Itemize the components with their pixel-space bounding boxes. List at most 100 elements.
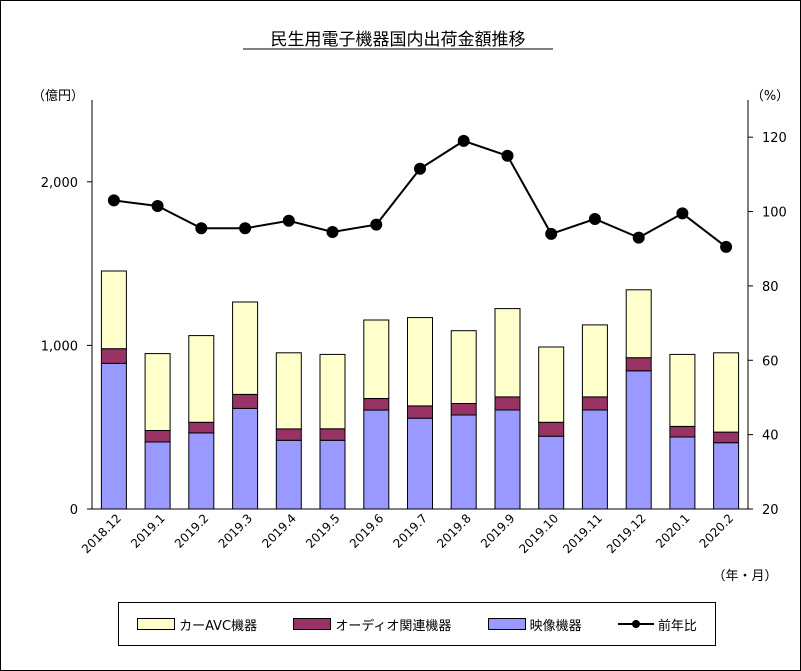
- legend-item-car-avc: カーAVC機器: [137, 615, 257, 634]
- category-label: 2019.4: [259, 511, 299, 551]
- bar-audio: [713, 431, 740, 444]
- bar-video: [494, 409, 521, 510]
- bar-audio: [363, 398, 390, 411]
- bar-car-avc: [450, 330, 477, 405]
- left-tick-label: 0: [70, 503, 78, 518]
- bar-video: [319, 439, 346, 510]
- bar-audio: [625, 357, 652, 372]
- bar-car-avc: [232, 301, 259, 395]
- x-axis-unit: （年・月）: [712, 569, 777, 584]
- legend-label-video: 映像機器: [529, 618, 582, 634]
- bar-car-avc: [188, 335, 215, 423]
- category-label-layer: 2018.12 2019.1 2019.2 2019.3 2019.4 2019.5 201…: [79, 511, 736, 556]
- bar-video: [232, 407, 259, 510]
- category-label: 2020.1: [653, 511, 693, 551]
- bar-audio: [669, 425, 696, 438]
- category-label: 2019.8: [434, 511, 474, 551]
- bar-video: [100, 362, 127, 510]
- bar-audio: [319, 428, 346, 441]
- bar-car-avc: [625, 289, 652, 359]
- bar-audio: [275, 428, 302, 441]
- category-label: 2020.2: [697, 511, 737, 551]
- bar-video: [275, 439, 302, 510]
- right-tick-label: 20: [762, 503, 779, 518]
- bar-video: [625, 370, 652, 510]
- bar-video: [188, 432, 215, 510]
- legend-label-car-avc: カーAVC機器: [179, 618, 258, 634]
- legend-label-audio: オーディオ関連機器: [335, 618, 452, 634]
- bar-audio: [100, 348, 127, 364]
- yoy-point: [239, 222, 252, 235]
- right-tick-label: 60: [762, 354, 779, 369]
- bar-car-avc: [494, 308, 521, 398]
- legend-line-marker-icon: [617, 619, 654, 629]
- chart-title: 民生用電子機器国内出荷金額推移: [271, 30, 526, 50]
- category-label: 2019.2: [172, 511, 212, 551]
- legend-swatch-video: [487, 618, 526, 630]
- bar-video: [144, 441, 171, 510]
- legend: カーAVC機器 オーディオ関連機器 映像機器 前年比: [118, 602, 716, 646]
- bar-car-avc: [144, 353, 171, 432]
- yoy-point: [195, 222, 208, 235]
- bar-video: [669, 436, 696, 510]
- legend-item-video: 映像機器: [487, 615, 582, 634]
- legend-swatch-car-avc: [137, 618, 176, 630]
- bar-video: [538, 435, 565, 510]
- category-label: 2019.3: [216, 511, 256, 551]
- left-axis-unit: （億円）: [32, 88, 84, 104]
- yoy-point: [107, 194, 120, 207]
- bar-audio: [581, 396, 608, 411]
- yoy-point: [414, 162, 426, 175]
- category-label: 2019.6: [347, 511, 387, 551]
- bar-car-avc: [669, 353, 696, 427]
- axes-layer: [91, 100, 749, 510]
- legend-item-audio: オーディオ関連機器: [293, 615, 451, 634]
- legend-swatch-audio: [293, 618, 332, 630]
- category-label: 2019.7: [391, 511, 431, 551]
- bar-audio: [188, 421, 215, 434]
- category-label: 2019.10: [516, 511, 561, 556]
- yoy-point: [282, 214, 295, 227]
- category-label: 2019.11: [560, 511, 605, 556]
- bar-car-avc: [275, 352, 302, 430]
- category-label: 2018.12: [79, 511, 124, 556]
- bar-video: [363, 409, 390, 510]
- bar-car-avc: [319, 353, 346, 430]
- ratio-line-layer: [107, 134, 733, 253]
- bar-car-avc: [538, 346, 565, 423]
- bar-car-avc: [100, 270, 127, 350]
- legend-label-yoy: 前年比: [657, 618, 697, 634]
- bar-video: [407, 417, 433, 510]
- yoy-point: [326, 226, 339, 238]
- bar-video: [713, 442, 740, 510]
- bar-video: [450, 414, 477, 510]
- bar-audio: [407, 405, 433, 419]
- yoy-point: [501, 149, 514, 162]
- yoy-point: [545, 227, 558, 240]
- left-tick-label: 2,000: [41, 176, 78, 191]
- right-tick-label: 80: [762, 280, 779, 295]
- bar-video: [581, 409, 608, 510]
- category-label: 2019.1: [128, 511, 168, 551]
- legend-item-yoy: 前年比: [617, 615, 697, 634]
- right-tick-label: 120: [762, 131, 787, 146]
- yoy-point: [632, 231, 645, 244]
- bar-audio: [450, 403, 477, 416]
- yoy-point: [720, 240, 733, 253]
- bar-car-avc: [581, 324, 608, 398]
- yoy-point: [676, 207, 689, 220]
- yoy-point: [588, 213, 601, 225]
- left-tick-label: 1,000: [41, 339, 78, 354]
- category-label: 2019.9: [478, 511, 518, 551]
- category-label: 2019.12: [604, 511, 649, 556]
- bar-car-avc: [363, 319, 390, 399]
- bar-audio: [144, 430, 171, 443]
- yoy-point: [151, 200, 164, 212]
- bar-car-avc: [713, 352, 740, 433]
- bar-layer: [100, 270, 740, 510]
- chart-canvas: 民生用電子機器国内出荷金額推移 （億円） （%） （年・月） 0 1,000 2,0…: [32, 30, 789, 584]
- right-axis-unit: （%）: [751, 89, 789, 104]
- yoy-point: [457, 134, 470, 147]
- category-label: 2019.5: [303, 511, 343, 551]
